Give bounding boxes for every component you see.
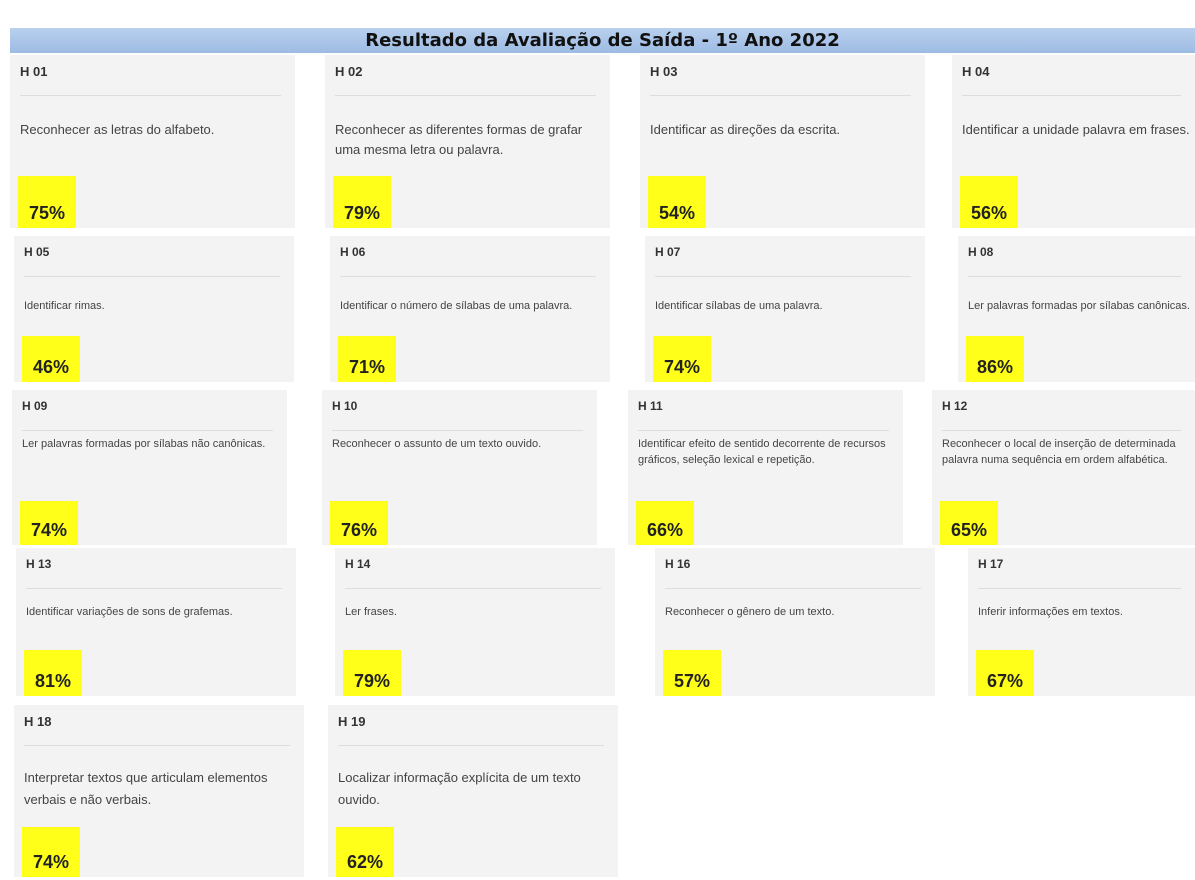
skill-code: H 03 [650,64,678,79]
skill-card: H 08 Ler palavras formadas por sílabas ca… [958,236,1195,382]
skill-card: H 01 Reconhecer as letras do alfabeto. 75% [10,55,295,228]
skill-code: H 08 [968,245,994,259]
score-badge: 81% [24,650,82,696]
score-badge: 62% [336,827,394,877]
skill-card: H 16 Reconhecer o gênero de um texto. 57% [655,548,935,696]
separator [22,430,273,431]
skill-code: H 19 [338,714,366,729]
separator [24,745,290,746]
skill-description: Reconhecer as diferentes formas de grafa… [335,122,583,157]
skill-code: H 09 [22,399,48,413]
skill-code: H 18 [24,714,52,729]
separator [665,588,921,589]
skill-code: H 14 [345,557,371,571]
skill-code: H 13 [26,557,52,571]
skill-code: H 12 [942,399,968,413]
skill-description: Inferir informações em textos. [978,606,1123,618]
separator [978,588,1181,589]
score-badge: 86% [966,336,1024,382]
separator [968,276,1181,277]
skill-description: Reconhecer o local de inserção de determ… [942,438,1176,466]
skill-description: Reconhecer as letras do alfabeto. [20,122,215,137]
skill-card: H 04 Identificar a unidade palavra em fra… [952,55,1195,228]
skill-card: H 10 Reconhecer o assunto de um texto ouv… [322,390,597,545]
skill-code: H 05 [24,245,50,259]
score-badge: 71% [338,336,396,382]
score-badge: 74% [22,827,80,877]
skill-description: Reconhecer o assunto de um texto ouvido. [332,438,542,450]
skill-card: H 17 Inferir informações em textos. 67% [968,548,1195,696]
score-badge: 75% [18,176,76,228]
separator [20,95,281,96]
skill-card: H 02 Reconhecer as diferentes formas de g… [325,55,610,228]
skill-card: H 18 Interpretar textos que articulam ele… [14,705,304,877]
score-badge: 74% [653,336,711,382]
skill-card: H 11 Identificar efeito de sentido decorr… [628,390,903,545]
skill-description: Interpretar textos que articulam element… [24,770,268,807]
score-badge: 66% [636,501,694,545]
score-badge: 46% [22,336,80,382]
skill-code: H 01 [20,64,48,79]
skill-description: Ler frases. [345,606,397,618]
score-badge: 65% [940,501,998,545]
score-badge: 54% [648,176,706,228]
separator [335,95,596,96]
score-badge: 74% [20,501,78,545]
separator [655,276,911,277]
skill-description: Identificar efeito de sentido decorrente… [638,438,886,466]
skill-code: H 06 [340,245,366,259]
skill-card: H 19 Localizar informação explícita de um… [328,705,618,877]
separator [26,588,282,589]
skill-code: H 04 [962,64,990,79]
score-badge: 79% [343,650,401,696]
separator [24,276,280,277]
skill-code: H 17 [978,557,1004,571]
skill-description: Localizar informação explícita de um tex… [338,770,581,807]
skill-description: Identificar sílabas de uma palavra. [655,300,823,312]
skill-code: H 07 [655,245,681,259]
skill-card: H 03 Identificar as direções da escrita. 5… [640,55,925,228]
skill-card: H 09 Ler palavras formadas por sílabas nã… [12,390,287,545]
skill-card: H 07 Identificar sílabas de uma palavra. 7… [645,236,925,382]
score-badge: 57% [663,650,721,696]
score-badge: 79% [333,176,391,228]
skill-code: H 10 [332,399,358,413]
separator [638,430,889,431]
skill-description: Reconhecer o gênero de um texto. [665,606,835,618]
skill-code: H 02 [335,64,363,79]
separator [962,95,1181,96]
skill-description: Identificar variações de sons de grafema… [26,606,233,618]
skill-description: Identificar rimas. [24,300,105,312]
skill-card: H 13 Identificar variações de sons de gra… [16,548,296,696]
separator [942,430,1181,431]
skill-card: H 05 Identificar rimas. 46% [14,236,294,382]
skill-description: Identificar as direções da escrita. [650,122,841,137]
separator [650,95,911,96]
score-badge: 56% [960,176,1018,228]
skill-description: Ler palavras formadas por sílabas canôni… [968,300,1190,312]
skill-code: H 16 [665,557,691,571]
separator [345,588,601,589]
separator [338,745,604,746]
skill-description: Identificar a unidade palavra em frases. [962,122,1190,137]
separator [340,276,596,277]
skill-card: H 06 Identificar o número de sílabas de u… [330,236,610,382]
skill-description: Identificar o número de sílabas de uma p… [340,300,573,312]
score-badge: 67% [976,650,1034,696]
skill-card: H 12 Reconhecer o local de inserção de de… [932,390,1195,545]
skill-description: Ler palavras formadas por sílabas não ca… [22,438,266,450]
separator [332,430,583,431]
title-bar: Resultado da Avaliação de Saída - 1º Ano… [10,28,1195,53]
skill-code: H 11 [638,399,663,413]
score-badge: 76% [330,501,388,545]
skill-card: H 14 Ler frases. 79% [335,548,615,696]
